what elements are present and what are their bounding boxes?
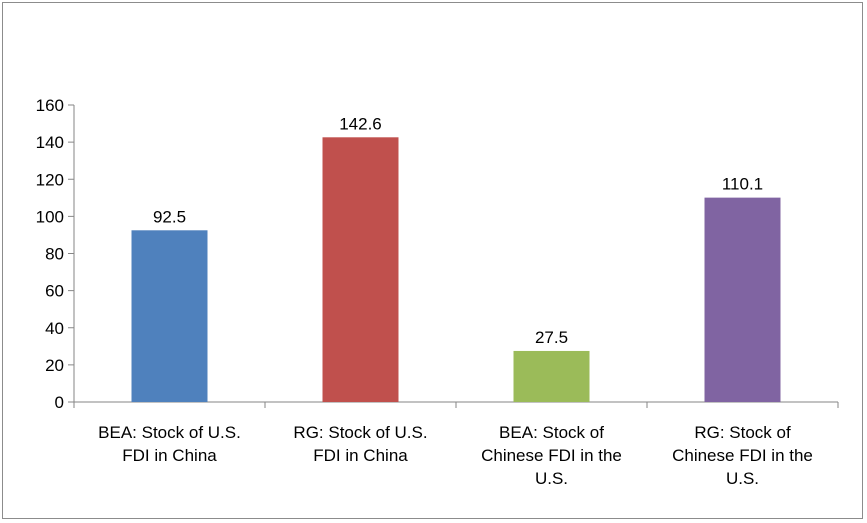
y-tick-label: 80	[45, 245, 64, 264]
y-tick-label: 140	[36, 133, 64, 152]
x-category-label-line: U.S.	[535, 469, 568, 488]
y-tick-label: 0	[55, 393, 64, 412]
x-category-label-line: Chinese FDI in the	[672, 446, 813, 465]
y-tick-label: 160	[36, 96, 64, 115]
x-category-label-line: U.S.	[726, 469, 759, 488]
data-label: 27.5	[535, 328, 568, 347]
y-tick-label: 60	[45, 282, 64, 301]
data-label: 110.1	[722, 175, 763, 194]
bar	[131, 230, 208, 402]
x-category-label: RG: Stock of Chinese FDI in the U.S.	[672, 423, 813, 488]
data-label: 92.5	[153, 207, 186, 226]
x-category-label-line: RG: Stock of	[694, 423, 791, 442]
bar	[513, 350, 590, 402]
x-category-label-line: FDI in China	[313, 446, 408, 465]
x-category-label-line: FDI in China	[122, 446, 217, 465]
x-category-label: BEA: Stock of U.S. FDI in China	[98, 423, 241, 465]
x-category-label-line: BEA: Stock of U.S.	[98, 423, 241, 442]
x-category-label: RG: Stock of U.S. FDI in China	[293, 423, 427, 465]
y-tick-label: 100	[36, 207, 64, 226]
y-tick-label: 40	[45, 319, 64, 338]
bar	[704, 197, 781, 402]
x-category-label-line: Chinese FDI in the	[481, 446, 622, 465]
bar	[322, 137, 399, 402]
x-category-label-line: RG: Stock of U.S.	[293, 423, 427, 442]
y-tick-label: 120	[36, 170, 64, 189]
data-label: 142.6	[339, 114, 382, 133]
x-category-label: BEA: Stock of Chinese FDI in the U.S.	[481, 423, 622, 488]
y-tick-label: 20	[45, 356, 64, 375]
x-category-label-line: BEA: Stock of	[499, 423, 604, 442]
